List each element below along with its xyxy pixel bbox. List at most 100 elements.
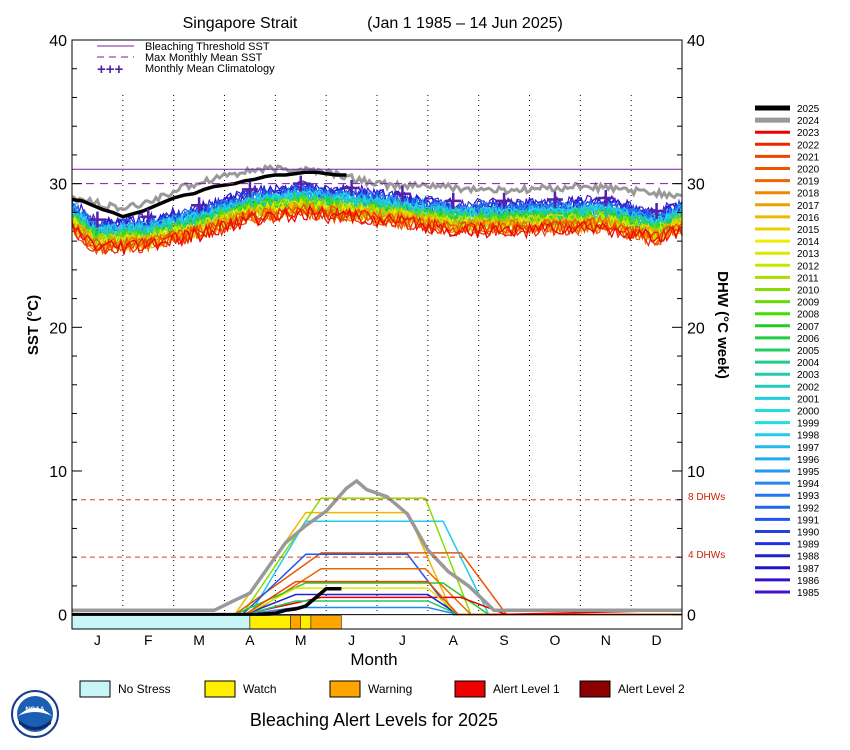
year-legend-label-2023: 2023 <box>797 128 820 139</box>
legend-climatology-symbol: +++ <box>97 61 124 78</box>
year-legend-label-2000: 2000 <box>797 407 820 418</box>
climatology-marker <box>546 191 563 208</box>
legend-warning-label: Warning <box>368 682 412 696</box>
y-left-tick-label: 0 <box>58 608 67 625</box>
y-left-tick-label: 10 <box>49 464 67 481</box>
year-legend-label-1998: 1998 <box>797 431 820 442</box>
legend-climatology-label: Monthly Mean Climatology <box>145 63 275 75</box>
sst-line-2025 <box>71 170 347 219</box>
year-legend-label-2006: 2006 <box>797 334 820 345</box>
alert-bar-layer <box>71 615 342 630</box>
year-legend-label-2003: 2003 <box>797 370 820 381</box>
alert-segment <box>71 615 251 630</box>
footer-title: Bleaching Alert Levels for 2025 <box>250 710 498 730</box>
climatology-marker <box>343 179 360 196</box>
climatology-marker <box>89 211 106 228</box>
climatology-marker <box>140 208 157 225</box>
alert-legend: No Stress Watch Warning Alert Level 1 Al… <box>79 680 685 698</box>
year-legend-label-1995: 1995 <box>797 467 820 478</box>
chart-subtitle: (Jan 1 1985 – 14 Jun 2025) <box>367 15 563 32</box>
dhw-series-layer <box>72 478 683 617</box>
year-legend-label-1999: 1999 <box>797 419 820 430</box>
year-legend-label-2014: 2014 <box>797 237 820 248</box>
climatology-marker <box>445 192 462 209</box>
year-legend-label-2020: 2020 <box>797 165 820 176</box>
month-tick-label: N <box>601 632 611 648</box>
logo-text: NOAA <box>25 706 44 713</box>
y-right-tick-label: 10 <box>687 464 705 481</box>
logo-bird-shape <box>18 708 52 716</box>
year-legend-label-2008: 2008 <box>797 310 820 321</box>
reference-lines-layer <box>72 168 682 616</box>
sst-line-2007 <box>71 195 683 246</box>
alert-segment <box>290 615 302 630</box>
climatology-marker <box>496 192 513 209</box>
alert-segment <box>310 615 342 630</box>
year-legend-label-1992: 1992 <box>797 503 820 514</box>
month-tick-label: A <box>245 632 255 648</box>
month-tick-label: D <box>652 632 662 648</box>
month-tick-label: A <box>449 632 459 648</box>
year-legend-label-1991: 1991 <box>797 515 820 526</box>
year-legend-label-2002: 2002 <box>797 382 820 393</box>
year-legend-label-2019: 2019 <box>797 177 820 188</box>
year-legend-label-2011: 2011 <box>797 273 819 284</box>
climatology-marker <box>394 185 411 202</box>
year-legend-label-2015: 2015 <box>797 225 820 236</box>
legend-watch-swatch <box>204 680 236 698</box>
year-legend-label-1988: 1988 <box>797 552 820 563</box>
climatology-marker <box>191 197 208 214</box>
legend-alert2-swatch <box>579 680 611 698</box>
y-right-tick-label: 0 <box>687 608 696 625</box>
year-legend-label-2017: 2017 <box>797 201 820 212</box>
dhw-line-2025 <box>72 587 342 617</box>
year-legend-label-2016: 2016 <box>797 213 820 224</box>
chart-title: Singapore Strait <box>183 15 298 32</box>
year-legend-label-2018: 2018 <box>797 189 820 200</box>
axes-layer: 0 0 10 10 20 20 30 30 40 40 J F M A M J J A S O N D <box>49 33 705 648</box>
year-legend-label-2007: 2007 <box>797 322 820 333</box>
y-left-tick-label: 20 <box>49 320 67 337</box>
year-legend-label-1994: 1994 <box>797 479 820 490</box>
month-tick-label: J <box>348 632 355 648</box>
year-legend-label-1996: 1996 <box>797 455 820 466</box>
y-left-tick-label: 30 <box>49 177 67 194</box>
year-legend-label-1985: 1985 <box>797 588 820 599</box>
year-legend-label-1990: 1990 <box>797 528 820 539</box>
year-legend-label-2001: 2001 <box>797 394 820 405</box>
y-right-tick-label: 30 <box>687 177 705 194</box>
year-legend-label-2024: 2024 <box>797 116 820 127</box>
year-legend-label-2012: 2012 <box>797 261 820 272</box>
dhw-8-label: 8 DHWs <box>688 492 725 503</box>
year-legend-label-2022: 2022 <box>797 140 820 151</box>
climatology-marker <box>597 190 614 207</box>
x-axis-label: Month <box>350 650 397 669</box>
legend-alert1-swatch <box>454 680 486 698</box>
month-tick-label: S <box>499 632 508 648</box>
year-legend-label-1987: 1987 <box>797 564 820 575</box>
sst-series-layer <box>71 164 683 256</box>
month-tick-label: F <box>144 632 153 648</box>
climatology-marker <box>292 175 309 192</box>
year-legend-label-2013: 2013 <box>797 249 820 260</box>
climatology-marker <box>241 181 258 198</box>
logo-inner-disc <box>17 696 53 732</box>
sst-line-2024 <box>71 164 683 213</box>
month-tick-label: M <box>193 632 205 648</box>
year-legend-label-2004: 2004 <box>797 358 820 369</box>
year-legend-label-2010: 2010 <box>797 286 820 297</box>
climatology-marker <box>648 202 665 219</box>
alert-segment <box>300 615 312 630</box>
legend-no-stress-swatch <box>79 680 111 698</box>
year-legend-label-2005: 2005 <box>797 346 820 357</box>
climatology-layer <box>89 175 665 228</box>
dhw-4-label: 4 DHWs <box>688 550 725 561</box>
year-legend-label-1997: 1997 <box>797 443 820 454</box>
top-legend: Bleaching Threshold SST Max Monthly Mean… <box>97 41 275 78</box>
legend-warning-swatch <box>329 680 361 698</box>
legend-mmm-label: Max Monthly Mean SST <box>145 52 263 64</box>
legend-alert1-label: Alert Level 1 <box>493 682 560 696</box>
sst-line-2023 <box>71 204 683 255</box>
month-tick-label: J <box>399 632 406 648</box>
